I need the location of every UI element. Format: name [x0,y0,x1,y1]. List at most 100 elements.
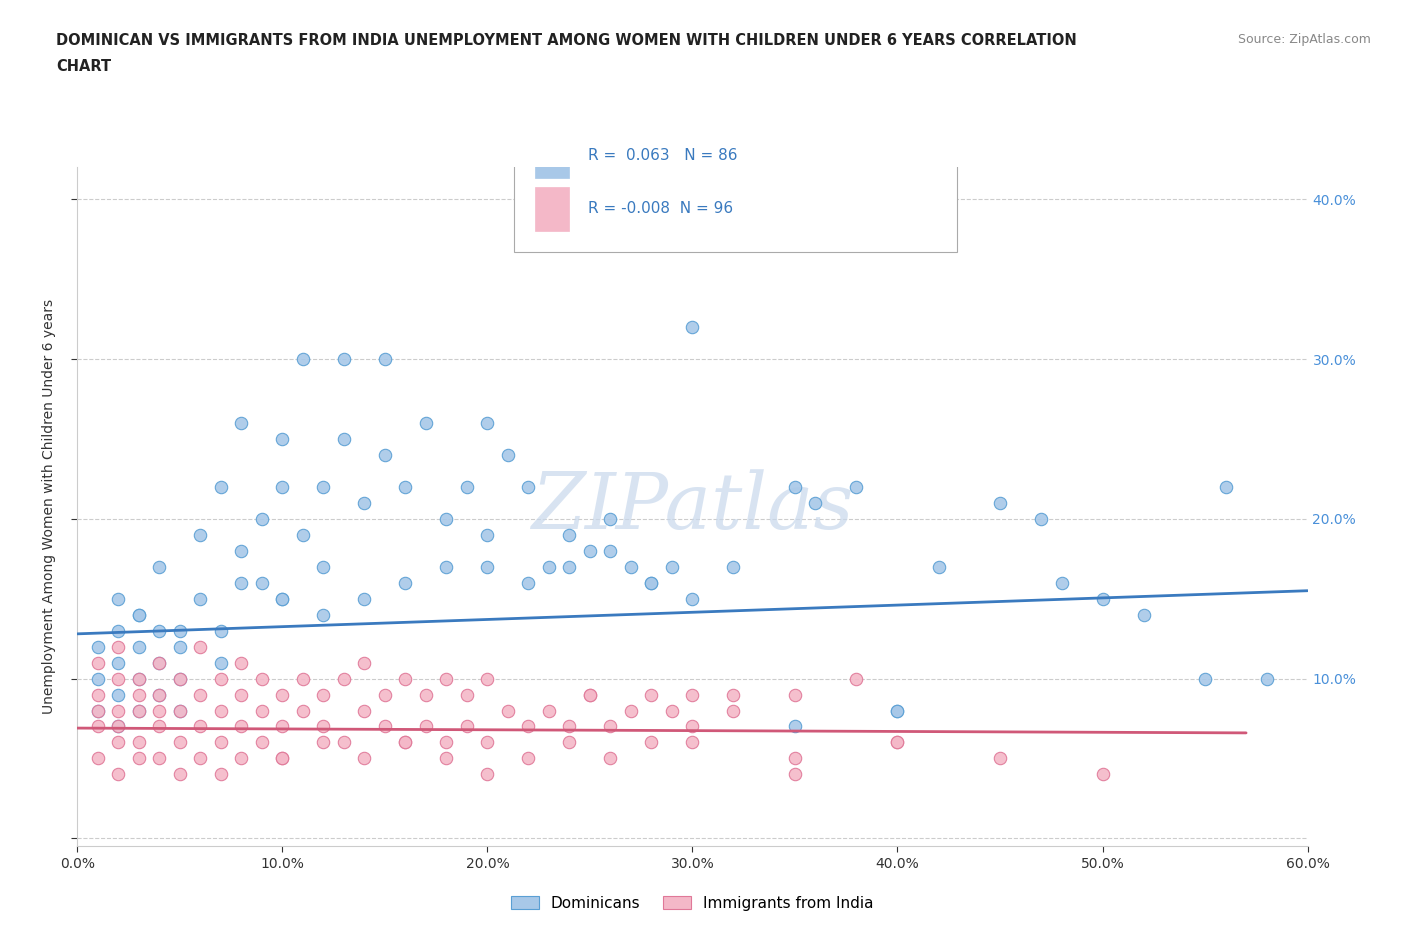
Point [312,559,335,574]
Point [148,719,170,734]
Point [250,735,273,750]
Point [209,671,232,686]
Point [312,480,335,495]
Point [148,655,170,670]
Point [599,543,621,558]
Point [1194,671,1216,686]
FancyBboxPatch shape [515,126,957,252]
Point [661,703,683,718]
Point [436,512,458,526]
Point [723,703,745,718]
Point [456,719,478,734]
Point [148,687,170,702]
Point [209,735,232,750]
Point [845,480,868,495]
Point [271,751,294,766]
Point [723,559,745,574]
Text: R = -0.008  N = 96: R = -0.008 N = 96 [588,202,733,217]
Point [107,767,129,782]
Point [271,751,294,766]
Point [477,416,499,431]
Point [87,687,110,702]
Point [640,735,662,750]
Point [231,655,253,670]
Point [250,576,273,591]
Point [231,416,253,431]
Point [169,639,191,654]
Point [148,751,170,766]
Point [682,320,704,335]
Point [209,703,232,718]
Point [456,480,478,495]
Point [1091,591,1114,606]
Point [271,719,294,734]
Point [599,719,621,734]
Point [374,687,396,702]
Point [107,671,129,686]
Point [231,719,253,734]
Bar [536,187,569,231]
Point [271,432,294,446]
Point [394,480,416,495]
Point [231,576,253,591]
Point [415,687,437,702]
Point [436,735,458,750]
Text: CHART: CHART [56,59,111,73]
Point [107,703,129,718]
Point [599,751,621,766]
Point [291,352,314,366]
Point [682,591,704,606]
Point [312,719,335,734]
Point [107,719,129,734]
Point [640,576,662,591]
Point [231,751,253,766]
Point [845,671,868,686]
Point [250,512,273,526]
Point [477,767,499,782]
Point [148,687,170,702]
Point [291,527,314,542]
Point [312,687,335,702]
Point [169,703,191,718]
Point [128,703,150,718]
Text: ZIPatlas: ZIPatlas [531,469,853,545]
Point [271,591,294,606]
Point [312,735,335,750]
Point [271,480,294,495]
Point [87,703,110,718]
Point [558,527,581,542]
Bar [536,134,569,178]
Point [477,671,499,686]
Point [415,416,437,431]
Point [804,496,827,511]
Point [496,703,519,718]
Point [188,751,212,766]
Point [209,480,232,495]
Point [394,671,416,686]
Point [886,735,908,750]
Point [1091,767,1114,782]
Point [87,655,110,670]
Point [107,655,129,670]
Point [988,751,1011,766]
Point [169,623,191,638]
Point [558,719,581,734]
Point [353,591,375,606]
Point [517,576,540,591]
Point [169,767,191,782]
Point [128,751,150,766]
Point [291,671,314,686]
Point [271,687,294,702]
Point [128,671,150,686]
Point [188,719,212,734]
Point [436,559,458,574]
Point [353,655,375,670]
Point [599,512,621,526]
Point [128,735,150,750]
Point [107,623,129,638]
Point [333,735,356,750]
Point [169,671,191,686]
Point [353,703,375,718]
Point [128,687,150,702]
Point [783,480,806,495]
